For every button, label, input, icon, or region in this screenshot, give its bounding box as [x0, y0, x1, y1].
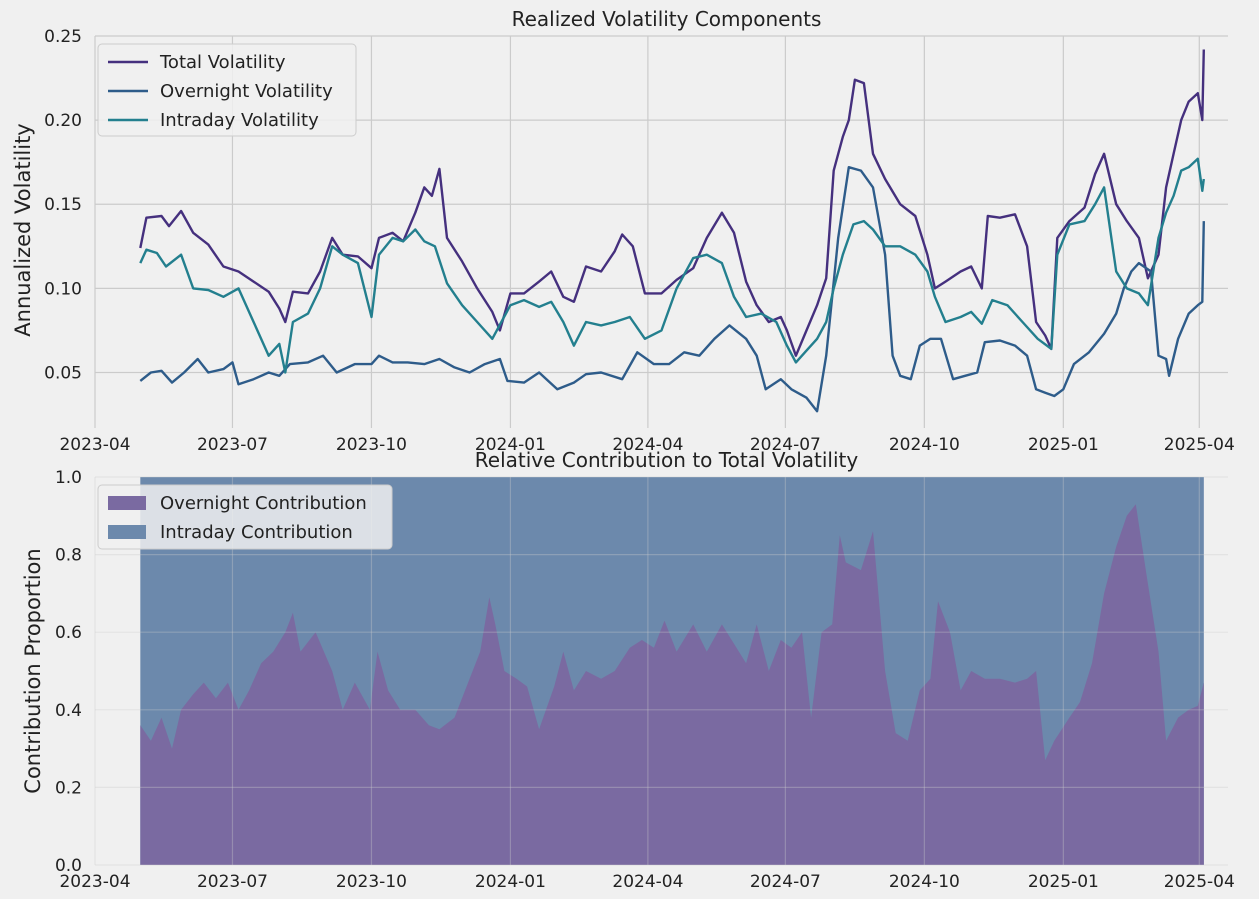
legend-label: Intraday Contribution: [160, 522, 353, 543]
x-tick-label: 2024-10: [889, 872, 960, 892]
legend-box: [97, 484, 393, 550]
x-tick-label: 2024-04: [612, 435, 683, 455]
y-tick-label: 0.0: [55, 856, 82, 876]
x-tick-label: 2023-04: [59, 872, 130, 892]
legend-box: [97, 43, 357, 137]
x-tick-label: 2025-04: [1164, 872, 1235, 892]
y-tick-label: 1.0: [55, 468, 82, 488]
x-tick-label: 2025-04: [1164, 435, 1235, 455]
x-tick-label: 2024-04: [612, 872, 683, 892]
series-line-overnight-volatility: [139, 166, 1205, 413]
legend-swatch: [108, 496, 146, 510]
y-tick-label: 0.15: [44, 195, 82, 215]
x-tick-label: 2023-10: [336, 872, 407, 892]
series-line-intraday-volatility: [139, 157, 1205, 374]
legend-label: Overnight Volatility: [160, 81, 333, 102]
x-tick-label: 2024-10: [889, 435, 960, 455]
area-overnight-contribution: [140, 504, 1204, 865]
chart-title: Realized Volatility Components: [512, 7, 822, 31]
y-axis-label: Contribution Proportion: [21, 548, 45, 793]
x-tick-label: 2024-01: [475, 435, 546, 455]
legend: Overnight Contribution Intraday Contribut…: [97, 484, 393, 550]
legend: Total Volatility Overnight Volatility Intr…: [97, 43, 357, 137]
y-axis-label: Annualized Volatility: [11, 123, 35, 336]
x-tick-label: 2025-01: [1028, 872, 1099, 892]
x-tick-label: 2024-07: [750, 872, 821, 892]
x-tick-label: 2023-07: [197, 435, 268, 455]
y-tick-label: 0.8: [55, 546, 82, 566]
x-tick-label: 2025-01: [1028, 435, 1099, 455]
legend-label: Total Volatility: [159, 52, 286, 73]
legend-label: Overnight Contribution: [160, 493, 367, 514]
panel-volatility-components: Realized Volatility Components Annualized…: [11, 7, 1235, 455]
y-tick-label: 0.4: [55, 701, 82, 721]
x-tick-label: 2024-01: [475, 872, 546, 892]
legend-swatch: [108, 525, 146, 539]
y-tick-label: 0.25: [44, 27, 82, 47]
y-tick-label: 0.05: [44, 363, 82, 383]
y-tick-label: 0.6: [55, 623, 82, 643]
x-tick-label: 2024-07: [750, 435, 821, 455]
legend-label: Intraday Volatility: [160, 110, 319, 131]
x-tick-label: 2023-04: [59, 435, 130, 455]
x-tick-label: 2023-10: [336, 435, 407, 455]
y-tick-label: 0.2: [55, 778, 82, 798]
panel-relative-contribution: Relative Contribution to Total Volatilit…: [21, 448, 1235, 892]
chart-title: Relative Contribution to Total Volatilit…: [475, 448, 859, 472]
x-tick-label: 2023-07: [197, 872, 268, 892]
y-tick-label: 0.20: [44, 111, 82, 131]
y-tick-label: 0.10: [44, 279, 82, 299]
